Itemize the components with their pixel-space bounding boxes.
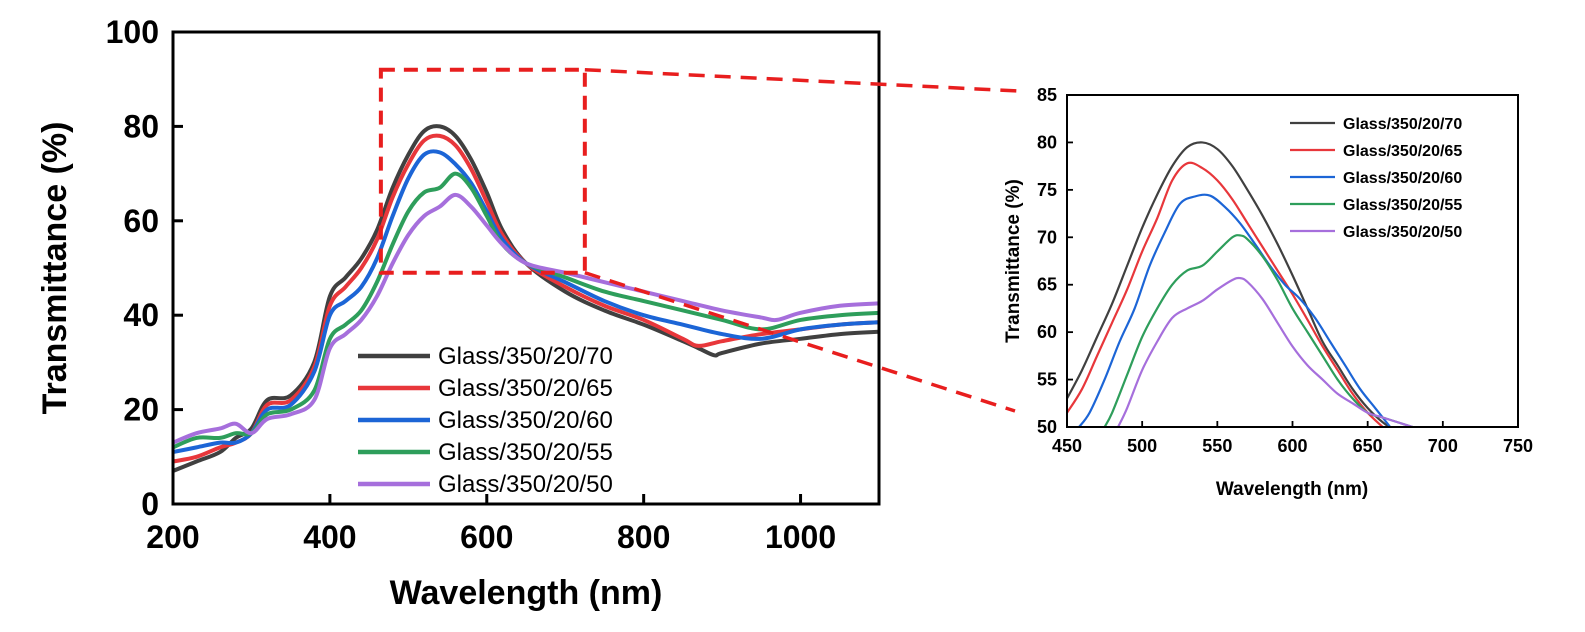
inset-legend-label: Glass/350/20/50	[1343, 224, 1462, 241]
inset-y-axis-label: Transmittance (%)	[1003, 179, 1024, 343]
inset-series-line-4	[1103, 234, 1414, 427]
inset-legend-label: Glass/350/20/70	[1343, 116, 1462, 133]
inset-series-line-2	[1067, 161, 1384, 427]
inset-x-tick-label: 550	[1202, 436, 1232, 456]
main-series-line-5	[173, 192, 879, 445]
zoom-connector-bottom	[584, 271, 1016, 413]
main-legend-label: Glass/350/20/60	[438, 407, 613, 434]
inset-series-line-1	[1067, 141, 1392, 427]
inset-y-tick-label: 70	[1037, 227, 1057, 247]
main-x-tick-label: 600	[460, 519, 513, 555]
inset-y-tick-label: 55	[1037, 370, 1057, 390]
main-y-tick-label: 0	[141, 486, 159, 522]
inset-x-tick-label: 650	[1353, 436, 1383, 456]
inset-x-tick-label: 700	[1428, 436, 1458, 456]
main-legend: Glass/350/20/70 Glass/350/20/65 Glass/350/…	[358, 343, 613, 498]
inset-y-tick-label: 60	[1037, 322, 1057, 342]
main-legend-label: Glass/350/20/50	[438, 471, 613, 498]
main-chart: 200 400 600 800 1000 0 20 40 60 80 100 Wavelength …	[36, 14, 881, 612]
main-legend-label: Glass/350/20/55	[438, 439, 613, 466]
inset-y-tick-label: 65	[1037, 275, 1057, 295]
main-series-line-3	[173, 149, 879, 455]
zoom-indicator	[378, 67, 1020, 413]
inset-series-line-3	[1077, 193, 1392, 427]
main-y-tick-label: 40	[123, 297, 159, 333]
zoom-box	[378, 67, 587, 275]
inset-x-tick-label: 450	[1052, 436, 1082, 456]
inset-legend: Glass/350/20/70 Glass/350/20/65 Glass/350/…	[1290, 116, 1462, 241]
main-plot-frame	[171, 30, 881, 506]
main-y-tick-label: 60	[123, 203, 159, 239]
inset-y-tick-label: 75	[1037, 180, 1057, 200]
inset-legend-label: Glass/350/20/60	[1343, 170, 1462, 187]
inset-y-tick-label: 80	[1037, 132, 1057, 152]
inset-axis-ticks: 450 500 550 600 650 700 750 50 55 60 65 70 75 80 85	[1037, 85, 1533, 456]
main-series-group	[173, 124, 879, 473]
main-series-line-4	[173, 171, 879, 450]
inset-y-tick-label: 50	[1037, 417, 1057, 437]
main-x-axis-label: Wavelength (nm)	[390, 574, 663, 612]
main-y-axis-label: Transmittance (%)	[36, 122, 74, 415]
main-series-line-1	[173, 124, 879, 473]
inset-series-group	[1067, 141, 1414, 427]
inset-chart: 450 500 550 600 650 700 750 50 55 60 65 70 75 80 85 Wa…	[1003, 85, 1533, 500]
main-x-tick-label: 800	[617, 519, 670, 555]
inset-x-tick-label: 500	[1127, 436, 1157, 456]
inset-y-tick-label: 85	[1037, 85, 1057, 105]
inset-series-line-5	[1117, 276, 1414, 427]
main-x-tick-label: 200	[146, 519, 199, 555]
main-x-tick-label: 400	[303, 519, 356, 555]
main-legend-label: Glass/350/20/65	[438, 375, 613, 402]
main-y-tick-label: 20	[123, 392, 159, 428]
main-y-tick-label: 80	[123, 108, 159, 144]
inset-x-axis-label: Wavelength (nm)	[1216, 479, 1368, 500]
inset-x-tick-label: 600	[1277, 436, 1307, 456]
inset-legend-label: Glass/350/20/65	[1343, 143, 1462, 160]
main-y-tick-label: 100	[106, 14, 159, 50]
main-series-line-2	[173, 133, 879, 464]
main-axis-ticks: 200 400 600 800 1000 0 20 40 60 80 100	[106, 14, 837, 555]
main-x-tick-label: 1000	[765, 519, 836, 555]
zoom-connector-top	[584, 68, 1020, 93]
main-legend-label: Glass/350/20/70	[438, 343, 613, 370]
inset-legend-label: Glass/350/20/55	[1343, 197, 1462, 214]
inset-x-tick-label: 750	[1503, 436, 1533, 456]
